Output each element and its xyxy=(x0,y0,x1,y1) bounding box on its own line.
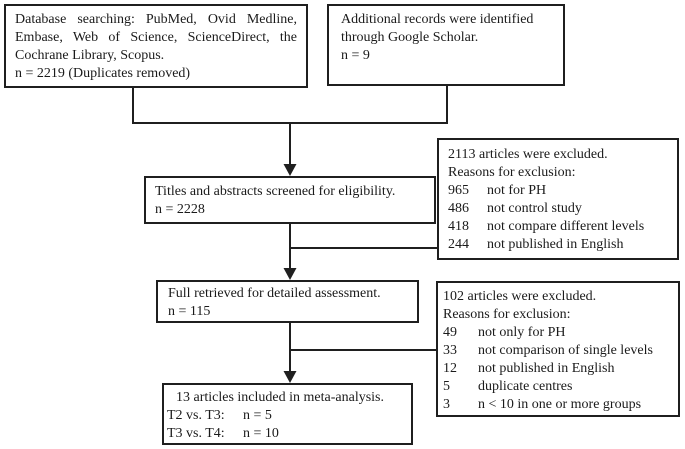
comparison-value: n = 5 xyxy=(243,408,272,423)
reason-count: 965 xyxy=(448,183,469,198)
screening-exclusion-reason: 486 not control study xyxy=(448,200,668,218)
reason-count: 486 xyxy=(448,201,469,216)
fulltext-box: Full retrieved for detailed assessment. … xyxy=(156,280,419,323)
fulltext-exclusion-box: 102 articles were excluded. Reasons for … xyxy=(436,281,680,417)
fulltext-exclusion-reason: 12 not published in English xyxy=(443,360,671,378)
fulltext-exclusion-reason: 33 not comparison of single levels xyxy=(443,342,671,360)
reason-text: not for PH xyxy=(487,183,547,198)
included-text: 13 articles included in meta-analysis. xyxy=(176,390,384,405)
reason-count: 244 xyxy=(448,237,469,252)
screening-text: Titles and abstracts screened for eligib… xyxy=(155,184,396,199)
fulltext-exclusion-reason: 5 duplicate centres xyxy=(443,378,671,396)
reason-text: not only for PH xyxy=(478,325,566,340)
arrowhead-included xyxy=(283,371,297,383)
reason-text: duplicate centres xyxy=(478,379,573,394)
included-comparison: T2 vs. T3: n = 5 xyxy=(167,407,403,425)
reason-count: 5 xyxy=(443,379,450,394)
fulltext-exclusion-heading: 102 articles were excluded. xyxy=(443,289,597,304)
database-search-text: Database searching: PubMed, Ovid Medline… xyxy=(15,12,297,63)
fulltext-exclusion-subheading: Reasons for exclusion: xyxy=(443,307,571,322)
screening-exclusion-reason: 244 not published in English xyxy=(448,236,668,254)
google-scholar-count: n = 9 xyxy=(341,48,370,63)
reason-text: not published in English xyxy=(487,237,624,252)
screening-count: n = 2228 xyxy=(155,202,205,217)
reason-text: not comparison of single levels xyxy=(478,343,653,358)
included-box: 13 articles included in meta-analysis. T… xyxy=(162,383,413,445)
screening-box: Titles and abstracts screened for eligib… xyxy=(144,176,436,224)
arrowhead-screening xyxy=(283,164,297,176)
google-scholar-text: Additional records were identified throu… xyxy=(341,12,534,45)
reason-count: 3 xyxy=(443,397,450,412)
reason-count: 418 xyxy=(448,219,469,234)
screening-exclusion-heading: 2113 articles were excluded. xyxy=(448,147,608,162)
screening-exclusion-subheading: Reasons for exclusion: xyxy=(448,165,576,180)
fulltext-exclusion-reason: 3 n < 10 in one or more groups xyxy=(443,396,671,414)
comparison-label: T3 vs. T4: xyxy=(167,426,225,441)
reason-text: not control study xyxy=(487,201,582,216)
screening-exclusion-reason: 965 not for PH xyxy=(448,182,668,200)
screening-exclusion-reason: 418 not compare different levels xyxy=(448,218,668,236)
fulltext-text: Full retrieved for detailed assessment. xyxy=(168,286,381,301)
fulltext-exclusion-reason: 49 not only for PH xyxy=(443,324,671,342)
arrowhead-fulltext xyxy=(283,268,297,280)
included-comparison: T3 vs. T4: n = 10 xyxy=(167,425,403,443)
comparison-label: T2 vs. T3: xyxy=(167,408,225,423)
fulltext-count: n = 115 xyxy=(168,304,211,319)
reason-count: 33 xyxy=(443,343,457,358)
reason-text: not published in English xyxy=(478,361,615,376)
reason-count: 49 xyxy=(443,325,457,340)
reason-text: n < 10 in one or more groups xyxy=(478,397,642,412)
database-search-count: n = 2219 (Duplicates removed) xyxy=(15,66,191,81)
screening-exclusion-box: 2113 articles were excluded. Reasons for… xyxy=(437,138,679,260)
comparison-value: n = 10 xyxy=(243,426,279,441)
reason-text: not compare different levels xyxy=(487,219,645,234)
database-search-box: Database searching: PubMed, Ovid Medline… xyxy=(4,4,308,88)
reason-count: 12 xyxy=(443,361,457,376)
google-scholar-box: Additional records were identified throu… xyxy=(327,4,565,86)
